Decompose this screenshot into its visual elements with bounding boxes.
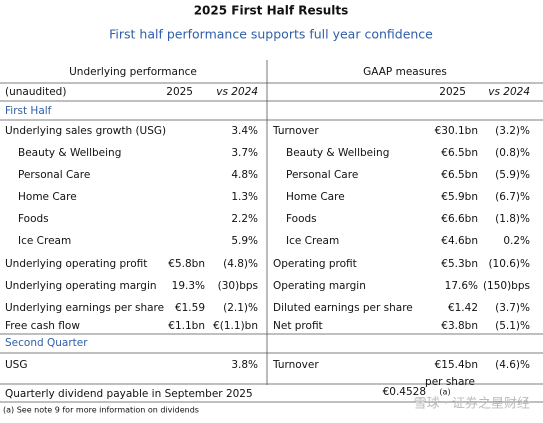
value-2025: €1.42	[448, 302, 478, 314]
dividend-value: €0.4528	[383, 386, 426, 398]
value-vs-2024: (3.2)%	[495, 125, 530, 137]
column-header: 2025	[439, 86, 466, 98]
value-vs-2024: 3.8%	[231, 359, 258, 371]
value-vs-2024: (150)bps	[483, 280, 530, 292]
value-2025: €5.3bn	[441, 258, 478, 270]
column-header: vs 2024	[488, 86, 530, 98]
watermark: 雪球 · 证券之星财经	[414, 396, 530, 412]
value-vs-2024: (5.1)%	[495, 320, 530, 332]
subtitle: First half performance supports full yea…	[109, 27, 433, 42]
value-vs-2024: (6.7)%	[495, 191, 530, 203]
value-2025: €5.8bn	[168, 258, 205, 270]
value-vs-2024: 4.8%	[231, 169, 258, 181]
row-label: Operating margin	[273, 280, 366, 292]
value-2025: €15.4bn	[435, 359, 478, 371]
row-label: Personal Care	[286, 169, 358, 181]
left-heading: Underlying performance	[69, 66, 197, 78]
dividend-label: Quarterly dividend payable in September …	[5, 388, 253, 400]
value-2025: €6.6bn	[441, 213, 478, 225]
section-title: Second Quarter	[5, 337, 88, 349]
footnote: (a) See note 9 for more information on d…	[3, 406, 199, 415]
value-vs-2024: 3.4%	[231, 125, 258, 137]
value-2025: €3.8bn	[441, 320, 478, 332]
column-header: (unaudited)	[5, 86, 66, 98]
title: 2025 First Half Results	[194, 4, 349, 18]
row-label: Ice Cream	[18, 235, 71, 247]
value-vs-2024: (3.7)%	[495, 302, 530, 314]
value-vs-2024: (0.8)%	[495, 147, 530, 159]
row-label: Turnover	[272, 125, 319, 137]
row-label: Beauty & Wellbeing	[286, 147, 389, 159]
dividend-unit: per share	[425, 376, 475, 388]
dividend-note: (a)	[439, 388, 450, 397]
row-label: USG	[5, 359, 28, 371]
value-vs-2024: (30)bps	[218, 280, 258, 292]
row-label: Ice Cream	[286, 235, 339, 247]
value-2025: €5.9bn	[441, 191, 478, 203]
row-label: Free cash flow	[5, 320, 80, 332]
column-header: 2025	[166, 86, 193, 98]
value-2025: 19.3%	[172, 280, 205, 292]
row-label: Home Care	[18, 191, 77, 203]
value-vs-2024: (4.6)%	[495, 359, 530, 371]
value-2025: €1.1bn	[168, 320, 205, 332]
row-label: Diluted earnings per share	[273, 302, 413, 314]
row-label: Turnover	[272, 359, 319, 371]
value-2025: €30.1bn	[435, 125, 478, 137]
value-2025: 17.6%	[445, 280, 478, 292]
row-label: Underlying operating margin	[5, 280, 157, 292]
right-heading: GAAP measures	[363, 66, 447, 78]
row-label: Underlying operating profit	[5, 258, 147, 270]
row-label: Underlying earnings per share	[5, 302, 164, 314]
row-label: Foods	[18, 213, 49, 225]
row-label: Personal Care	[18, 169, 90, 181]
row-label: Home Care	[286, 191, 345, 203]
value-vs-2024: €(1.1)bn	[213, 320, 258, 332]
value-2025: €1.59	[175, 302, 205, 314]
row-label: Beauty & Wellbeing	[18, 147, 121, 159]
value-vs-2024: 0.2%	[503, 235, 530, 247]
value-2025: €6.5bn	[441, 147, 478, 159]
row-label: Operating profit	[273, 258, 357, 270]
value-vs-2024: (2.1)%	[223, 302, 258, 314]
column-header: vs 2024	[216, 86, 258, 98]
value-vs-2024: (10.6)%	[488, 258, 530, 270]
value-vs-2024: 5.9%	[231, 235, 258, 247]
value-vs-2024: 3.7%	[231, 147, 258, 159]
value-vs-2024: 1.3%	[231, 191, 258, 203]
row-label: Net profit	[273, 320, 323, 332]
value-vs-2024: (4.8)%	[223, 258, 258, 270]
row-label: Underlying sales growth (USG)	[5, 125, 166, 137]
value-2025: €6.5bn	[441, 169, 478, 181]
value-vs-2024: (1.8)%	[495, 213, 530, 225]
value-vs-2024: (5.9)%	[495, 169, 530, 181]
value-vs-2024: 2.2%	[231, 213, 258, 225]
row-label: Foods	[286, 213, 317, 225]
section-title: First Half	[5, 105, 52, 117]
value-2025: €4.6bn	[441, 235, 478, 247]
